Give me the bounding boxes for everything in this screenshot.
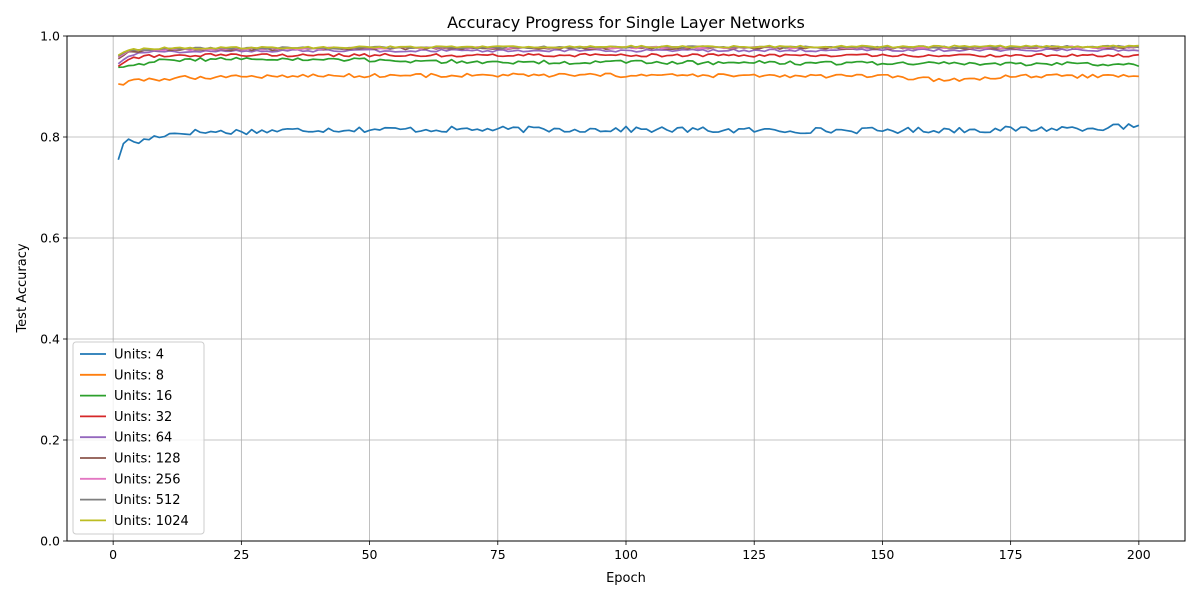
y-tick-label: 0.6 xyxy=(40,231,60,246)
legend-label: Units: 4 xyxy=(114,348,164,363)
series-line xyxy=(117,44,1139,56)
legend-label: Units: 128 xyxy=(114,452,181,467)
grid xyxy=(67,35,1185,542)
x-tick-label: 200 xyxy=(1127,547,1151,562)
axis-ticks: 0 25 50 75 100 125 150 175 200 0.0 0.2 0.4 0.6 0.8 1.0 xyxy=(40,29,1151,563)
y-tick-label: 0.0 xyxy=(40,534,60,549)
x-tick-label: 150 xyxy=(870,547,894,562)
legend-box xyxy=(72,341,205,535)
series-line xyxy=(117,52,1139,68)
x-tick-label: 25 xyxy=(233,547,249,562)
x-tick-label: 125 xyxy=(742,547,766,562)
legend-label: Units: 512 xyxy=(114,493,181,508)
series-line xyxy=(117,123,1140,160)
y-tick-label: 0.4 xyxy=(40,332,60,347)
y-tick-label: 0.2 xyxy=(40,433,60,448)
x-tick-label: 75 xyxy=(490,547,506,562)
series-lines xyxy=(117,44,1140,160)
legend-label: Units: 256 xyxy=(114,472,181,487)
x-tick-label: 50 xyxy=(362,547,378,562)
series-line xyxy=(118,56,1140,69)
y-axis-label: Test Accuracy xyxy=(15,243,30,333)
x-axis-label: Epoch xyxy=(606,571,646,586)
x-tick-label: 175 xyxy=(999,547,1023,562)
x-tick-label: 100 xyxy=(614,547,638,562)
y-tick-label: 0.8 xyxy=(40,130,60,145)
series-line xyxy=(118,72,1139,86)
legend-label: Units: 8 xyxy=(114,368,164,383)
y-tick-label: 1.0 xyxy=(40,29,60,44)
chart-title: Accuracy Progress for Single Layer Netwo… xyxy=(447,13,805,32)
legend-label: Units: 1024 xyxy=(114,514,189,529)
legend-label: Units: 32 xyxy=(114,410,172,425)
x-tick-label: 0 xyxy=(109,547,117,562)
legend-label: Units: 16 xyxy=(114,389,172,404)
legend-label: Units: 64 xyxy=(114,431,172,446)
plot-frame xyxy=(66,35,1186,542)
legend: Units: 4 Units: 8 Units: 16 Units: 32 Units:… xyxy=(72,341,205,535)
